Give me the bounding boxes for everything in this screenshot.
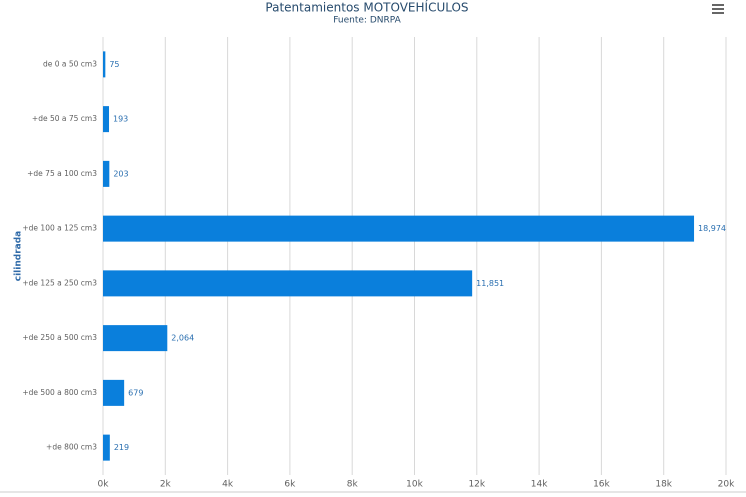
y-tick-label: de 0 a 50 cm3 [43, 59, 97, 68]
x-tick-label: 10k [406, 480, 423, 490]
menu-bar [712, 8, 724, 10]
value-label: 203 [113, 169, 128, 178]
value-label: 2,064 [171, 334, 194, 343]
x-tick-label: 2k [160, 480, 172, 490]
y-tick-label: +de 125 a 250 cm3 [22, 278, 97, 287]
bar [103, 270, 472, 296]
y-tick-label: +de 500 a 800 cm3 [22, 388, 97, 397]
bar [103, 216, 694, 242]
bar [103, 325, 167, 351]
y-tick-label: +de 50 a 75 cm3 [32, 114, 97, 123]
value-label: 193 [113, 115, 128, 124]
chart-subtitle: Fuente: DNRPA [333, 16, 401, 26]
x-tick-label: 6k [284, 480, 296, 490]
chart-title: Patentamientos MOTOVEHÍCULOS [265, 0, 468, 15]
menu-button[interactable] [712, 4, 724, 14]
x-tick-label: 16k [593, 480, 610, 490]
bar [103, 380, 124, 406]
x-tick-label: 14k [531, 480, 548, 490]
value-label: 679 [128, 388, 143, 397]
y-axis-title: cilindrada [14, 231, 24, 281]
x-tick-label: 20k [718, 480, 735, 490]
y-tick-label: +de 75 a 100 cm3 [27, 169, 97, 178]
x-tick-label: 18k [655, 480, 672, 490]
bar [103, 106, 109, 132]
y-tick-label: +de 100 a 125 cm3 [22, 224, 97, 233]
x-tick-label: 8k [347, 480, 359, 490]
bar [103, 161, 109, 187]
x-tick-label: 12k [468, 480, 485, 490]
bar [103, 435, 110, 461]
y-tick-label: +de 250 a 500 cm3 [22, 333, 97, 342]
y-tick-label: +de 800 cm3 [46, 443, 97, 452]
bar [103, 51, 105, 77]
value-label: 11,851 [476, 279, 504, 288]
value-label: 75 [109, 60, 119, 69]
menu-bar [712, 12, 724, 14]
x-tick-label: 0k [98, 480, 110, 490]
menu-bar [712, 4, 724, 6]
value-label: 219 [114, 443, 129, 452]
value-label: 18,974 [698, 224, 726, 233]
x-tick-label: 4k [222, 480, 234, 490]
